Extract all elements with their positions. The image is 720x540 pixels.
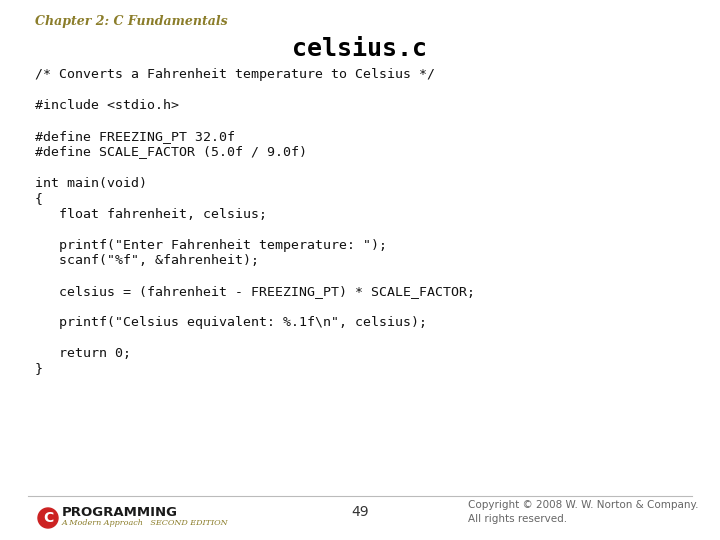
Text: scanf("%f", &fahrenheit);: scanf("%f", &fahrenheit); xyxy=(35,254,259,267)
Text: C: C xyxy=(43,511,53,525)
Text: celsius = (fahrenheit - FREEZING_PT) * SCALE_FACTOR;: celsius = (fahrenheit - FREEZING_PT) * S… xyxy=(35,285,475,298)
Text: Chapter 2: C Fundamentals: Chapter 2: C Fundamentals xyxy=(35,15,228,28)
Text: A Modern Approach   SECOND EDITION: A Modern Approach SECOND EDITION xyxy=(62,519,229,527)
Text: #define FREEZING_PT 32.0f: #define FREEZING_PT 32.0f xyxy=(35,130,235,143)
Text: printf("Celsius equivalent: %.1f\n", celsius);: printf("Celsius equivalent: %.1f\n", cel… xyxy=(35,316,427,329)
Text: celsius.c: celsius.c xyxy=(292,37,428,61)
Text: PROGRAMMING: PROGRAMMING xyxy=(62,507,178,519)
Text: #define SCALE_FACTOR (5.0f / 9.0f): #define SCALE_FACTOR (5.0f / 9.0f) xyxy=(35,145,307,159)
Text: return 0;: return 0; xyxy=(35,347,131,360)
Text: int main(void): int main(void) xyxy=(35,177,147,190)
Text: 49: 49 xyxy=(351,505,369,519)
Text: }: } xyxy=(35,362,43,375)
Text: float fahrenheit, celsius;: float fahrenheit, celsius; xyxy=(35,207,267,220)
Text: Copyright © 2008 W. W. Norton & Company.
All rights reserved.: Copyright © 2008 W. W. Norton & Company.… xyxy=(468,500,698,524)
Text: /* Converts a Fahrenheit temperature to Celsius */: /* Converts a Fahrenheit temperature to … xyxy=(35,68,435,81)
Text: #include <stdio.h>: #include <stdio.h> xyxy=(35,99,179,112)
Text: printf("Enter Fahrenheit temperature: ");: printf("Enter Fahrenheit temperature: ")… xyxy=(35,239,387,252)
Circle shape xyxy=(38,508,58,528)
Text: {: { xyxy=(35,192,43,205)
